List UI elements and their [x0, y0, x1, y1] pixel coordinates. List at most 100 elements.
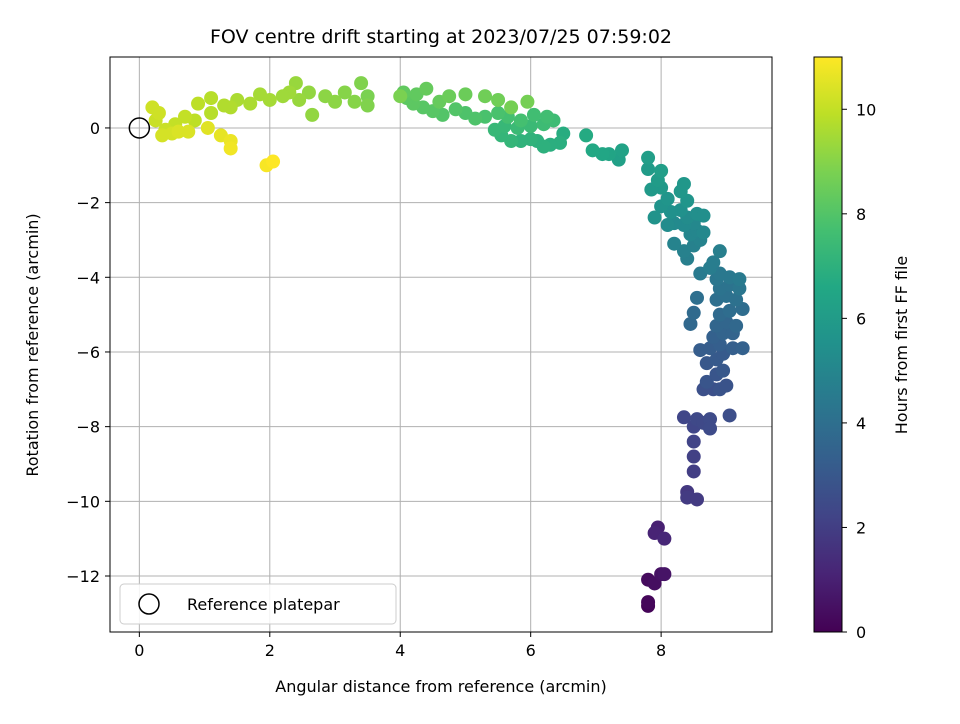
colorbar: 0 2 4 6 8 10 Hours from first FF file	[813, 56, 911, 642]
data-point	[504, 100, 519, 115]
y-tick-label: 0	[90, 119, 100, 138]
data-point	[318, 89, 333, 104]
data-point	[204, 106, 219, 121]
data-point	[217, 98, 232, 113]
data-point	[696, 225, 711, 240]
data-point	[354, 76, 369, 91]
colorbar-tick-label: 0	[856, 623, 866, 642]
colorbar-tick-label: 4	[856, 414, 866, 433]
data-point	[732, 272, 747, 287]
data-point	[729, 318, 744, 333]
data-point	[223, 141, 238, 156]
y-tick-label: −4	[76, 268, 100, 287]
data-point	[716, 363, 731, 378]
data-point	[513, 113, 528, 128]
data-point	[360, 98, 375, 113]
data-point	[448, 102, 463, 117]
plot-frame	[109, 56, 773, 633]
data-point	[301, 85, 316, 100]
data-point	[181, 124, 196, 139]
data-point	[735, 341, 750, 356]
data-point	[657, 567, 672, 582]
data-point	[579, 128, 594, 143]
y-axis: −12 −10 −8 −6 −4 −2 0	[66, 119, 110, 586]
y-tick-label: −12	[66, 567, 100, 586]
colorbar-tick-label: 2	[856, 518, 866, 537]
data-point	[689, 492, 704, 507]
colorbar-tick-label: 6	[856, 309, 866, 328]
data-point	[347, 94, 362, 109]
data-point	[204, 91, 219, 106]
chart-title: FOV centre drift starting at 2023/07/25 …	[210, 26, 672, 48]
data-point	[667, 236, 682, 251]
data-point	[725, 341, 740, 356]
data-point	[641, 150, 656, 165]
data-point	[654, 163, 669, 178]
data-point	[722, 303, 737, 318]
data-point	[337, 85, 352, 100]
data-point	[393, 89, 408, 104]
data-point	[676, 176, 691, 191]
data-point	[539, 109, 554, 124]
data-point	[292, 92, 307, 107]
data-point	[526, 107, 541, 122]
data-point	[676, 410, 691, 425]
y-tick-label: −6	[76, 343, 100, 362]
data-point	[491, 92, 506, 107]
data-point	[683, 316, 698, 331]
data-points	[128, 76, 750, 613]
data-point	[641, 162, 656, 177]
data-point	[243, 96, 258, 111]
y-tick-label: −2	[76, 194, 100, 213]
data-point	[513, 134, 528, 149]
data-point	[458, 87, 473, 102]
y-tick-label: −8	[76, 418, 100, 437]
data-point	[191, 96, 206, 111]
data-point	[178, 109, 193, 124]
data-point	[478, 89, 493, 104]
data-point	[442, 89, 457, 104]
data-point	[657, 531, 672, 546]
x-tick-label: 4	[395, 641, 405, 660]
data-point	[266, 154, 281, 169]
x-tick-label: 0	[134, 641, 144, 660]
data-point	[520, 94, 535, 109]
x-axis-label: Angular distance from reference (arcmin)	[275, 677, 606, 696]
data-point	[200, 120, 215, 135]
data-point	[171, 124, 186, 139]
data-point	[686, 464, 701, 479]
data-point	[253, 87, 268, 102]
data-point	[686, 305, 701, 320]
colorbar-gradient	[813, 56, 843, 633]
x-axis: 0 2 4 6 8	[134, 632, 666, 660]
data-point	[703, 421, 718, 436]
grid-lines	[110, 57, 772, 632]
data-point	[641, 595, 656, 610]
data-point	[660, 191, 675, 206]
data-point	[696, 208, 711, 223]
data-point	[699, 374, 714, 389]
data-point	[686, 434, 701, 449]
y-axis-label: Rotation from reference (arcmin)	[23, 213, 42, 476]
x-tick-label: 6	[526, 641, 536, 660]
colorbar-label: Hours from first FF file	[892, 256, 911, 435]
data-point	[585, 143, 600, 158]
legend-box	[119, 583, 397, 625]
data-point	[305, 107, 320, 122]
colorbar-tick-label: 10	[856, 100, 876, 119]
data-point	[686, 449, 701, 464]
data-point	[729, 292, 744, 307]
colorbar-ticks: 0 2 4 6 8 10	[842, 100, 876, 642]
data-point	[419, 81, 434, 96]
reference-point-marker	[128, 117, 151, 139]
legend-marker-reference	[138, 593, 160, 615]
data-point	[660, 218, 675, 233]
data-point	[647, 210, 662, 225]
data-point	[719, 378, 734, 393]
x-tick-label: 8	[656, 641, 666, 660]
legend-label-reference: Reference platepar	[187, 595, 340, 614]
x-tick-label: 2	[265, 641, 275, 660]
data-point	[712, 244, 727, 259]
data-point	[689, 290, 704, 305]
